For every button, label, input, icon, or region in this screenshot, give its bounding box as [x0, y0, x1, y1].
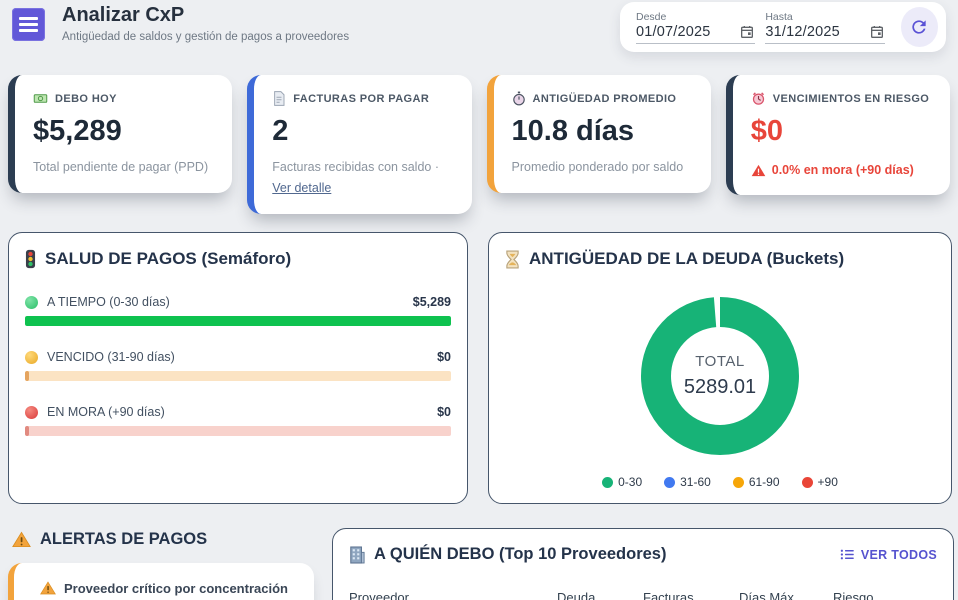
kpi-value: 10.8 días: [511, 115, 635, 147]
date-from-value[interactable]: 01/07/2025: [636, 23, 711, 40]
date-to-field[interactable]: Hasta 31/12/2025: [765, 10, 885, 44]
kpi-subtitle: Promedio ponderado por saldo: [511, 160, 684, 174]
legend-item-31-60: 31-60: [664, 475, 711, 489]
legend-dot: [602, 476, 614, 488]
row-amount: $0: [437, 405, 451, 419]
health-row-en-mora: EN MORA (+90 días) $0: [25, 405, 451, 436]
legend-dot: [732, 476, 744, 488]
refresh-button[interactable]: [900, 7, 938, 47]
refresh-icon: [912, 20, 926, 34]
money-icon: [33, 94, 48, 103]
alarm-icon: [752, 92, 764, 105]
date-from-label: Desde: [636, 10, 667, 23]
legend-dot: [664, 476, 676, 488]
amber-dot-icon: [25, 350, 38, 364]
legend-dot: [801, 476, 813, 488]
date-filter-bar: Desde 01/07/2025 Hasta 31/12/2025: [620, 2, 946, 52]
column-header-riesgo: Riesgo: [833, 590, 874, 600]
aging-donut-chart: TOTAL 5289.01: [635, 291, 805, 461]
aging-panel-title: ANTIGÜEDAD DE LA DEUDA (Buckets): [529, 249, 845, 268]
legend-item-0-30: 0-30: [602, 475, 642, 489]
kpi-card-antiguedad: ANTIGÜEDAD PROMEDIO 10.8 días Promedio p…: [486, 75, 711, 193]
kpi-row: DEBO HOY $5,289 Total pendiente de pagar…: [8, 75, 950, 214]
calendar-icon[interactable]: [739, 24, 755, 40]
building-icon: [350, 545, 365, 564]
column-header-facturas: Facturas: [643, 590, 694, 600]
calendar-icon[interactable]: [869, 24, 885, 40]
health-panel: SALUD DE PAGOS (Semáforo) A TIEMPO (0-30…: [8, 232, 468, 504]
stopwatch-icon: [512, 91, 525, 106]
date-to-value[interactable]: 31/12/2025: [765, 23, 840, 40]
progress-bar: [25, 316, 451, 326]
date-to-label: Hasta: [765, 10, 793, 23]
warning-icon: [751, 165, 766, 177]
legend-item-90plus: +90: [801, 475, 838, 489]
warning-icon: [40, 581, 56, 595]
warning-icon: [12, 531, 31, 548]
suppliers-panel: A QUIÉN DEBO (Top 10 Proveedores) VER TO…: [332, 528, 954, 600]
health-row-vencido: VENCIDO (31-90 días) $0: [25, 350, 451, 381]
kpi-subtitle: Facturas recibidas con saldo · Ver detal…: [272, 160, 439, 196]
kpi-label: ANTIGÜEDAD PROMEDIO: [532, 92, 677, 105]
page-title: Analizar CxP: [62, 4, 185, 26]
donut-legend: 0-30 31-60 61-90 +90: [505, 475, 935, 489]
page-subtitle: Antigüedad de saldos y gestión de pagos …: [62, 31, 350, 43]
health-panel-title: SALUD DE PAGOS (Semáforo): [45, 249, 292, 268]
kpi-label: FACTURAS POR PAGAR: [293, 92, 430, 105]
date-from-field[interactable]: Desde 01/07/2025: [636, 10, 756, 44]
column-header-proveedor: Proveedor: [349, 590, 409, 600]
kpi-value: $5,289: [33, 115, 122, 147]
kpi-card-debo-hoy: DEBO HOY $5,289 Total pendiente de pagar…: [8, 75, 233, 193]
aging-panel: ANTIGÜEDAD DE LA DEUDA (Buckets) TOTAL 5…: [488, 232, 952, 504]
kpi-value: 2: [272, 115, 289, 147]
suppliers-panel-title: A QUIÉN DEBO (Top 10 Proveedores): [374, 545, 667, 563]
progress-bar: [25, 426, 451, 436]
row-amount: $0: [437, 350, 451, 364]
kpi-card-vencimientos: VENCIMIENTOS EN RIESGO $0 0.0% en mora (…: [725, 75, 950, 196]
alert-item-proveedor-critico[interactable]: Proveedor crítico por concentración: [8, 563, 314, 600]
progress-bar: [25, 371, 451, 381]
column-header-deuda: Deuda: [557, 590, 596, 600]
kpi-subtitle: 0.0% en mora (+90 días): [751, 160, 934, 181]
kpi-card-facturas: FACTURAS POR PAGAR 2 Facturas recibidas …: [247, 75, 472, 214]
column-header-dias-max: Días Máx: [739, 590, 794, 600]
red-dot-icon: [25, 405, 38, 419]
kpi-label: VENCIMIENTOS EN RIESGO: [772, 92, 930, 105]
ver-todos-button[interactable]: VER TODOS: [840, 548, 937, 562]
receipt-icon: [12, 8, 45, 41]
hourglass-icon: [506, 250, 519, 268]
donut-center-label: TOTAL: [695, 353, 745, 370]
alerts-section-title: ALERTAS DE PAGOS: [12, 530, 207, 549]
invoice-icon: [274, 91, 285, 106]
alert-text: Proveedor crítico por concentración: [64, 581, 288, 596]
kpi-value: $0: [750, 115, 784, 147]
green-dot-icon: [25, 295, 38, 309]
traffic-light-icon: [25, 249, 36, 269]
kpi-subtitle: Total pendiente de pagar (PPD): [33, 160, 209, 174]
health-row-a-tiempo: A TIEMPO (0-30 días) $5,289: [25, 295, 451, 326]
kpi-label: DEBO HOY: [55, 92, 117, 105]
list-icon: [840, 549, 854, 560]
donut-center-value: 5289.01: [683, 376, 757, 398]
table-header-row: Proveedor Deuda Facturas Días Máx Riesgo: [349, 590, 937, 600]
row-amount: $5,289: [412, 295, 451, 309]
legend-item-61-90: 61-90: [732, 475, 780, 489]
ver-detalle-link[interactable]: Ver detalle: [272, 181, 332, 196]
